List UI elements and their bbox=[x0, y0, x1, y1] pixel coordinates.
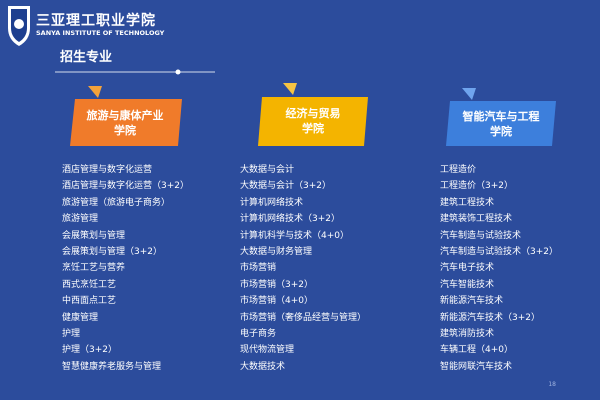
logo bbox=[8, 6, 30, 46]
major-item: 汽车制造与试验技术 bbox=[440, 230, 522, 241]
major-item: 汽车制造与试验技术（3+2） bbox=[440, 247, 558, 258]
major-item: 建筑装饰工程技术 bbox=[440, 214, 513, 225]
column-title-line: 经济与贸易 bbox=[285, 107, 341, 120]
major-item: 大数据与财务管理 bbox=[240, 247, 313, 258]
major-list: 大数据与会计大数据与会计（3+2） 计算机网络技术计算机网络技术（3+2） 计算机科… bbox=[240, 162, 366, 375]
major-item: 新能源汽车技术（3+2） bbox=[440, 312, 540, 323]
major-item: 护理 bbox=[62, 329, 81, 340]
badge-1 bbox=[70, 86, 182, 146]
major-item: 新能源汽车技术 bbox=[440, 296, 504, 307]
column-title: 经济与贸易 学院 bbox=[261, 98, 365, 144]
major-item: 汽车智能技术 bbox=[440, 279, 495, 290]
column-title-line: 智能汽车与工程 bbox=[462, 110, 540, 123]
major-list: 工程造价工程造价（3+2） 建筑工程技术建筑装饰工程技术 汽车制造与试验技术汽车制造… bbox=[440, 162, 558, 375]
column-title: 旅游与康体产业 学院 bbox=[73, 100, 177, 146]
column-title-line: 学院 bbox=[114, 124, 136, 137]
major-item: 健康管理 bbox=[62, 312, 99, 323]
major-item: 工程造价 bbox=[440, 165, 477, 175]
major-item: 市场营销 bbox=[240, 263, 277, 274]
major-item: 西式烹饪工艺 bbox=[62, 279, 117, 290]
column-title: 智能汽车与工程 学院 bbox=[449, 101, 553, 147]
school-name: 三亚理工职业学院 bbox=[36, 13, 156, 29]
column-title-line: 学院 bbox=[490, 125, 512, 138]
major-item: 建筑工程技术 bbox=[440, 197, 495, 208]
major-item: 现代物流管理 bbox=[240, 345, 295, 356]
major-item: 电子商务 bbox=[240, 329, 277, 340]
major-item: 市场营销（3+2） bbox=[240, 279, 313, 290]
column-title-line: 旅游与康体产业 bbox=[86, 109, 164, 122]
major-item: 计算机网络技术（3+2） bbox=[240, 214, 340, 225]
major-item: 烹饪工艺与营养 bbox=[62, 263, 126, 274]
major-item: 市场营销（奢侈品经营与管理） bbox=[240, 312, 367, 323]
major-item: 酒店管理与数字化运营 bbox=[62, 165, 153, 175]
major-item: 会展策划与管理（3+2） bbox=[62, 247, 162, 258]
major-item: 大数据与会计（3+2） bbox=[240, 181, 331, 192]
major-item: 工程造价（3+2） bbox=[440, 181, 513, 192]
major-item: 会展策划与管理 bbox=[62, 230, 126, 241]
major-item: 大数据技术 bbox=[240, 361, 286, 372]
major-item: 计算机科学与技术（4+0） bbox=[240, 230, 349, 241]
major-item: 大数据与会计 bbox=[240, 165, 295, 175]
major-item: 汽车电子技术 bbox=[440, 263, 495, 274]
divider-dot bbox=[175, 69, 181, 75]
section-title: 招生专业 bbox=[60, 50, 113, 65]
major-item: 中西面点工艺 bbox=[62, 296, 117, 307]
major-list: 酒店管理与数字化运营酒店管理与数字化运营（3+2） 旅游管理（旅游电子商务） 旅游管… bbox=[62, 162, 189, 375]
major-item: 护理（3+2） bbox=[62, 345, 117, 356]
major-item: 酒店管理与数字化运营（3+2） bbox=[62, 181, 189, 192]
page-number: 18 bbox=[548, 381, 556, 388]
major-item: 旅游管理（旅游电子商务） bbox=[62, 197, 171, 208]
badge-3 bbox=[446, 88, 556, 146]
major-item: 车辆工程（4+0） bbox=[440, 345, 513, 356]
major-item: 计算机网络技术 bbox=[240, 197, 304, 208]
major-item: 智慧健康养老服务与管理 bbox=[62, 361, 162, 372]
school-name-en: SANYA INSTITUTE OF TECHNOLOGY bbox=[36, 29, 165, 37]
major-item: 旅游管理 bbox=[62, 214, 99, 225]
major-item: 建筑消防技术 bbox=[440, 329, 495, 340]
major-item: 智能网联汽车技术 bbox=[440, 361, 513, 372]
badge-2 bbox=[258, 83, 368, 146]
column-title-line: 学院 bbox=[302, 122, 324, 135]
major-item: 市场营销（4+0） bbox=[240, 296, 313, 307]
